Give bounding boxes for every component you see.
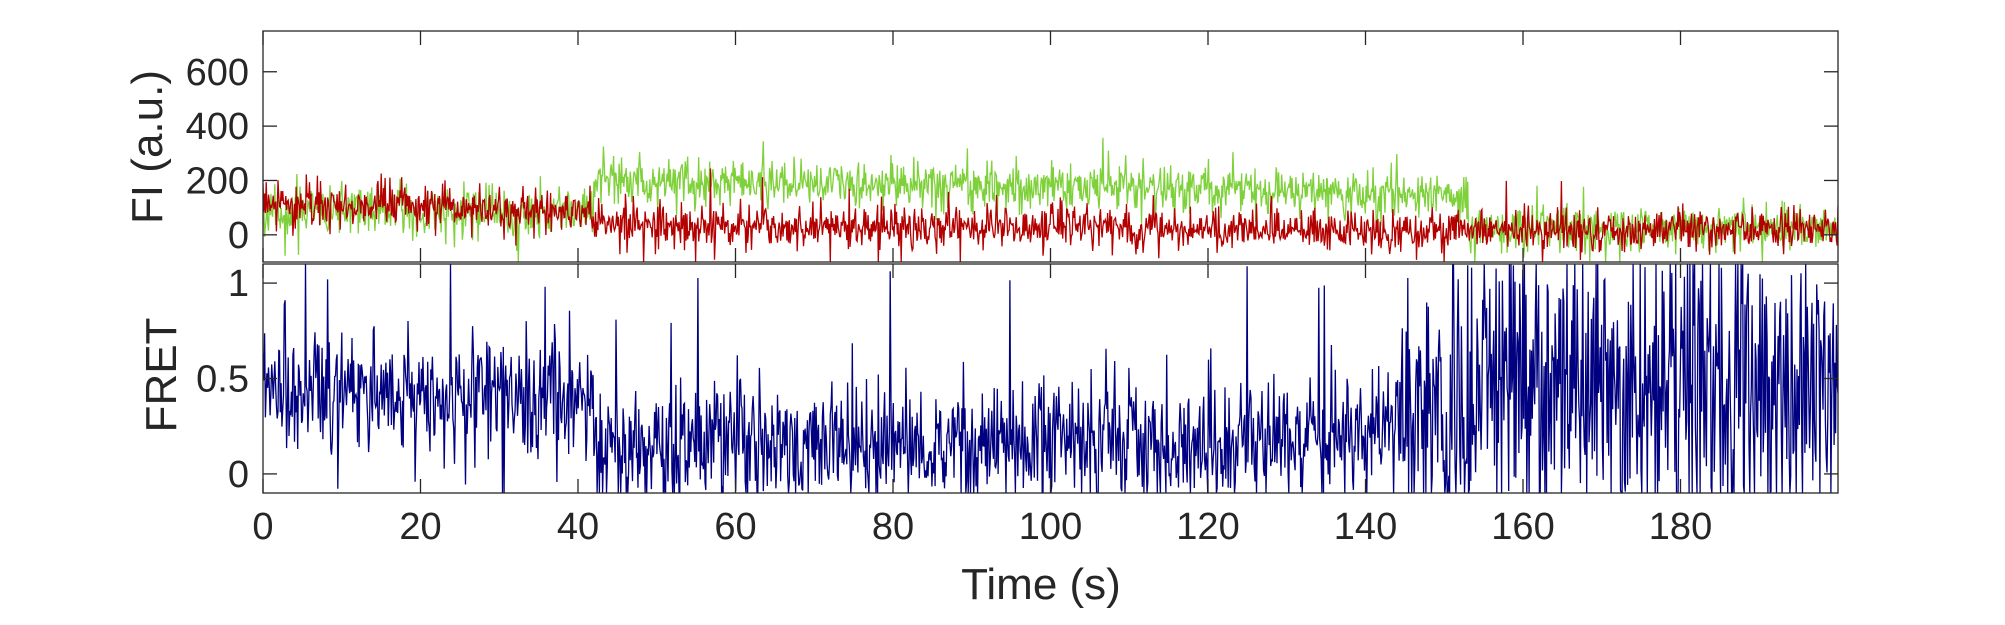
x-axis-title: Time (s): [961, 560, 1121, 609]
y-tick-label: 200: [186, 160, 249, 202]
x-tick-label: 0: [252, 506, 273, 548]
y-tick-label: 0.5: [196, 359, 249, 401]
y-tick-label: 1: [228, 263, 249, 305]
x-tick-label: 160: [1491, 506, 1554, 548]
fi-y-axis-title: FI (a.u.): [123, 70, 172, 224]
y-tick-label: 0: [228, 454, 249, 496]
y-tick-label: 600: [186, 52, 249, 94]
fret-y-axis-title: FRET: [137, 318, 186, 433]
series-line-0-1: [263, 168, 1838, 262]
fret-panel: 0 0.5 1 0 20 40 60 80 100 120 140 160 180: [196, 263, 1839, 548]
y-tick-label: 0: [228, 215, 249, 257]
x-tick-label: 140: [1334, 506, 1397, 548]
x-tick-label: 100: [1019, 506, 1082, 548]
x-tick-label: 120: [1176, 506, 1239, 548]
y-tick-label: 400: [186, 106, 249, 148]
x-tick-label: 180: [1649, 506, 1712, 548]
x-tick-label: 60: [714, 506, 756, 548]
x-tick-label: 20: [399, 506, 441, 548]
x-tick-label: 80: [872, 506, 914, 548]
x-tick-label: 40: [557, 506, 599, 548]
series-line-1-0: [263, 264, 1838, 493]
series-line-0-0: [263, 137, 1838, 262]
fi-panel: 0 200 400 600: [186, 30, 1839, 263]
